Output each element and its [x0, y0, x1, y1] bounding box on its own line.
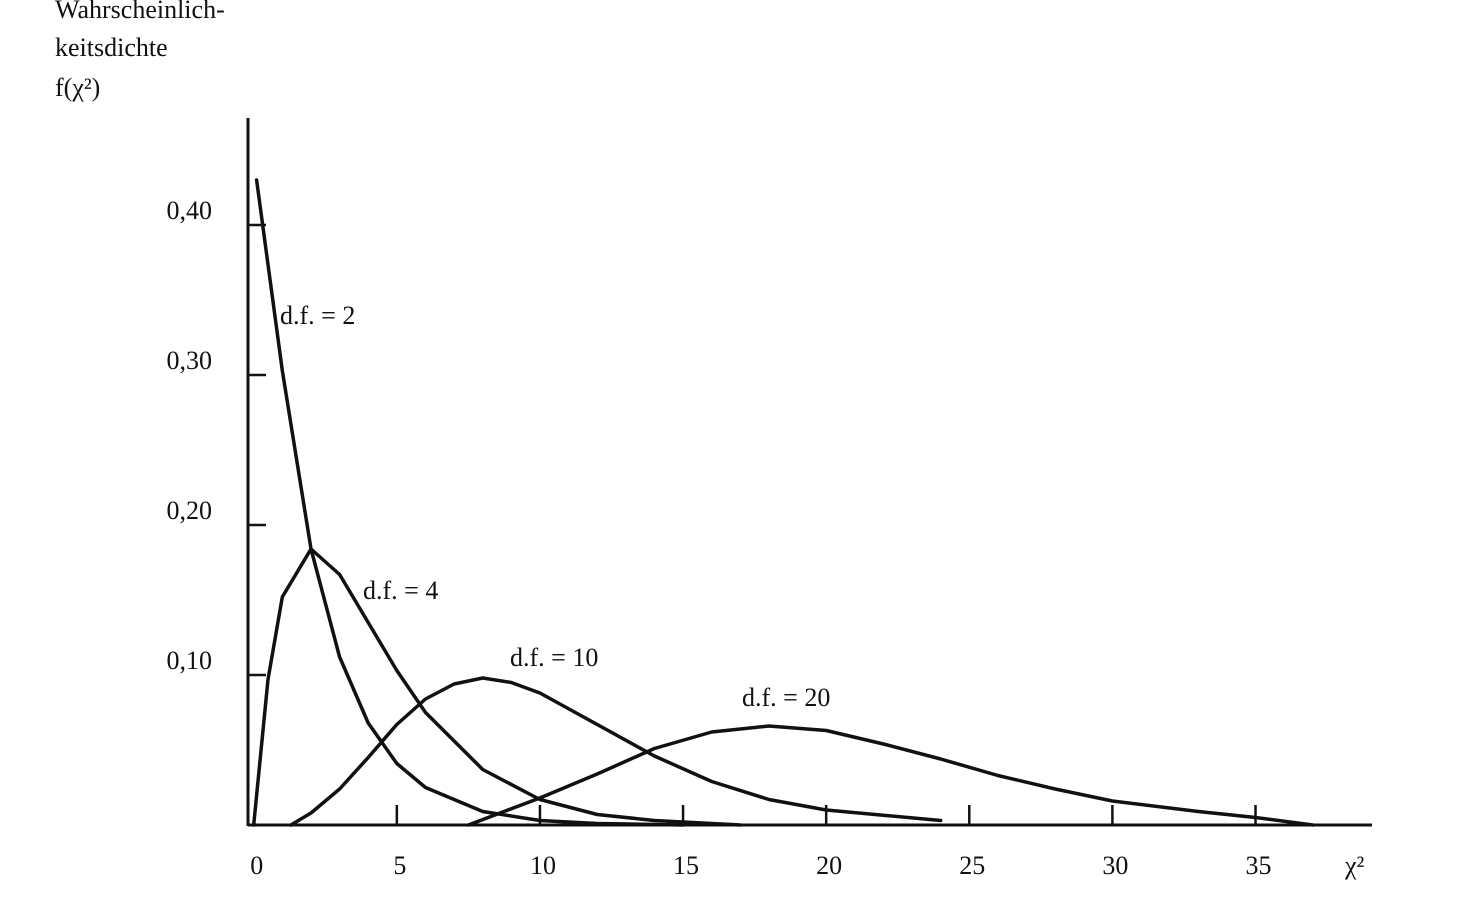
y-tick-label: 0,30 [167, 346, 213, 375]
y-title-line: f(χ²) [55, 73, 100, 102]
series-label: d.f. = 10 [510, 643, 598, 672]
x-tick-label: 15 [673, 851, 699, 880]
x-tick-label: 20 [816, 851, 842, 880]
y-tick-label: 0,40 [167, 196, 213, 225]
y-tick-label: 0,20 [167, 496, 213, 525]
density-curve [251, 547, 743, 827]
series-label: d.f. = 4 [363, 576, 438, 605]
x-tick-label: 25 [959, 851, 985, 880]
series-label: d.f. = 2 [280, 301, 355, 330]
series-label: d.f. = 20 [742, 683, 830, 712]
y-title-line: keitsdichte [55, 33, 168, 62]
y-title-line: Wahrscheinlich- [55, 0, 225, 24]
x-axis-title: χ² [1344, 851, 1365, 880]
x-tick-label: 5 [393, 851, 406, 880]
y-axis-title: Wahrscheinlich- keitsdichte f(χ²) [55, 0, 225, 102]
density-curve [254, 178, 685, 827]
density-curve [289, 676, 943, 827]
x-tick-label: 30 [1102, 851, 1128, 880]
x-tick-label: 35 [1246, 851, 1272, 880]
x-tick-label: 10 [530, 851, 556, 880]
x-tick-label: 0 [250, 851, 263, 880]
density-curve [466, 724, 1315, 827]
y-tick-label: 0,10 [167, 646, 213, 675]
